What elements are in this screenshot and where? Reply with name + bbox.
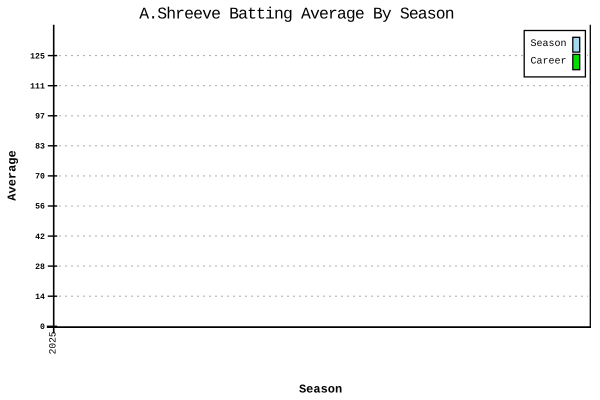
svg-text:42: 42 — [35, 233, 45, 242]
svg-text:A.Shreeve Batting Average By S: A.Shreeve Batting Average By Season — [139, 5, 454, 24]
svg-text:0: 0 — [40, 323, 45, 332]
svg-text:28: 28 — [35, 263, 45, 272]
svg-text:Season: Season — [531, 39, 567, 50]
svg-text:Season: Season — [299, 383, 342, 397]
svg-text:111: 111 — [30, 82, 45, 91]
svg-text:83: 83 — [35, 143, 45, 152]
svg-text:2025: 2025 — [47, 331, 58, 354]
svg-text:14: 14 — [35, 293, 45, 302]
svg-text:Career: Career — [531, 56, 567, 67]
svg-text:97: 97 — [35, 113, 45, 122]
svg-text:56: 56 — [35, 203, 45, 212]
svg-text:Average: Average — [5, 150, 19, 200]
svg-text:125: 125 — [30, 52, 45, 61]
svg-text:70: 70 — [35, 173, 45, 182]
